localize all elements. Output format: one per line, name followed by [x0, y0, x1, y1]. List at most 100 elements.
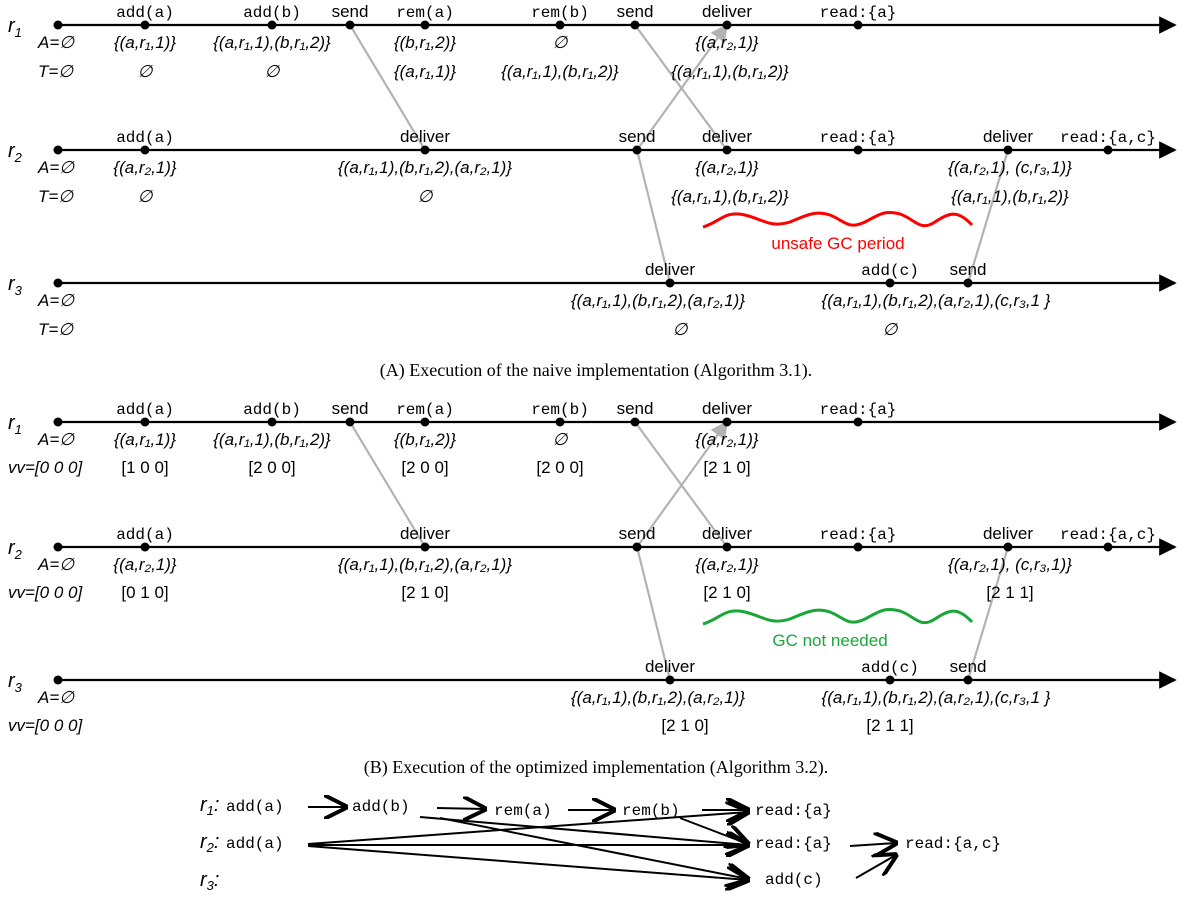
unsafe-gc-wave: [702, 210, 974, 229]
version-vector: [1 0 0]: [121, 458, 168, 477]
event-dot: [53, 675, 63, 685]
replica-label-r3: r3: [8, 273, 23, 298]
order-replica-r1: r1:: [200, 794, 219, 818]
state-set: ∅: [553, 33, 569, 52]
op-label: deliver: [702, 127, 752, 146]
state-initial-T: T=∅: [38, 187, 74, 206]
op-label: deliver: [645, 657, 695, 676]
event-dot: [853, 542, 863, 552]
state-set: ∅: [138, 187, 154, 206]
event-dot: [665, 278, 675, 288]
event-dot: [963, 675, 973, 685]
event-dot: [1103, 542, 1113, 552]
message-r1-to-r2: [349, 421, 426, 548]
order-op: read:{a}: [755, 835, 832, 853]
state-set: {(a,r₁,1),(b,r₁,2)}: [213, 33, 331, 52]
event-dot: [853, 145, 863, 155]
version-vector: [2 1 0]: [703, 583, 750, 602]
version-vector: [0 1 0]: [121, 583, 168, 602]
op-label: deliver: [702, 2, 752, 21]
op-label: send: [950, 657, 987, 676]
op-label: deliver: [645, 260, 695, 279]
event-dot: [53, 278, 63, 288]
part-c-causal-order: r1: r2: r3: add(a) add(b) rem(a) rem(b) …: [200, 794, 1001, 893]
event-dot: [53, 417, 63, 427]
state-set: {(a,r₂,1)}: [695, 555, 758, 574]
state-set: {(a,r₂,1)}: [113, 158, 176, 177]
event-dot: [630, 417, 640, 427]
order-op: read:{a,c}: [905, 835, 1001, 853]
caption-a: (A) Execution of the naive implementatio…: [380, 360, 812, 381]
event-dot: [665, 675, 675, 685]
message-r3-to-r2: [966, 546, 1010, 681]
state-set: {(a,r₂,1), (c,r₃,1)}: [948, 555, 1072, 574]
event-dot: [1103, 145, 1113, 155]
state-initial-vv: vv=[0 0 0]: [8, 583, 83, 602]
state-initial-A: A=∅: [37, 291, 75, 310]
order-op: add(a): [226, 835, 284, 853]
op-label: read:{a,c}: [1060, 526, 1156, 544]
state-initial-T: T=∅: [38, 62, 74, 81]
state-set: {(a,r₁,1),(b,r₁,2),(a,r₂,1)}: [571, 688, 745, 707]
op-label: add(b): [243, 401, 301, 419]
op-label: rem(b): [531, 4, 589, 22]
state-set: ∅: [265, 62, 281, 81]
version-vector: [2 1 1]: [986, 583, 1033, 602]
event-dot: [267, 20, 277, 30]
state-initial-A: A=∅: [37, 555, 75, 574]
state-set: {(a,r₁,1)}: [114, 33, 176, 52]
order-arrow: [436, 808, 485, 809]
op-label: rem(a): [396, 4, 454, 22]
op-label: read:{a}: [820, 401, 897, 419]
order-arrow: [307, 812, 748, 845]
state-initial-A: A=∅: [37, 158, 75, 177]
replica-label-r3: r3: [8, 670, 23, 695]
replica-label-r1: r1: [8, 412, 22, 437]
event-dot: [555, 20, 565, 30]
event-dot: [420, 145, 430, 155]
state-set: {(a,r₁,1),(b,r₁,2),(a,r₂,1)}: [571, 291, 745, 310]
order-op: add(b): [352, 798, 410, 816]
event-dot: [420, 20, 430, 30]
op-label: add(a): [116, 129, 174, 147]
event-dot: [345, 417, 355, 427]
state-set: {(b,r₁,2)}: [394, 430, 456, 449]
part-a: r1 r2 r3 add(a) add(b): [8, 2, 1177, 381]
event-dot: [53, 542, 63, 552]
state-set: ∅: [138, 62, 154, 81]
version-vector: [2 0 0]: [536, 458, 583, 477]
state-set: {(a,r₁,1),(b,r₁,2),(a,r₂,1),(c,r₃,1 }: [822, 688, 1051, 707]
message-r1-to-r2: [349, 24, 426, 151]
state-set: {(a,r₁,1),(b,r₁,2),(a,r₂,1),(c,r₃,1 }: [822, 291, 1051, 310]
state-set: ∅: [553, 430, 569, 449]
op-label: add(c): [861, 262, 919, 280]
event-dot: [140, 20, 150, 30]
replica-label-r2: r2: [8, 537, 23, 562]
op-label: deliver: [702, 399, 752, 418]
order-arrow: [307, 845, 748, 880]
order-arrow: [855, 855, 896, 879]
op-label: deliver: [702, 524, 752, 543]
state-set: ∅: [883, 320, 899, 339]
state-set: {(a,r₁,1),(b,r₁,2),(a,r₂,1)}: [338, 555, 512, 574]
op-label: rem(b): [531, 401, 589, 419]
op-label: send: [617, 2, 654, 21]
version-vector: [2 1 1]: [866, 716, 913, 735]
state-initial-A: A=∅: [37, 430, 75, 449]
event-dot: [722, 417, 732, 427]
state-set: {(a,r₂,1), (c,r₃,1)}: [948, 158, 1072, 177]
op-label: send: [332, 2, 369, 21]
op-label: read:{a}: [820, 129, 897, 147]
message-r2-to-r1: [636, 420, 729, 548]
event-dot: [53, 145, 63, 155]
version-vector: [2 1 0]: [661, 716, 708, 735]
order-op: add(c): [765, 871, 823, 889]
event-dot: [1003, 542, 1013, 552]
op-label: read:{a}: [820, 4, 897, 22]
op-label: deliver: [400, 127, 450, 146]
event-dot: [555, 417, 565, 427]
order-arrow: [419, 816, 748, 845]
state-set: {(b,r₁,2)}: [394, 33, 456, 52]
event-dot: [345, 20, 355, 30]
